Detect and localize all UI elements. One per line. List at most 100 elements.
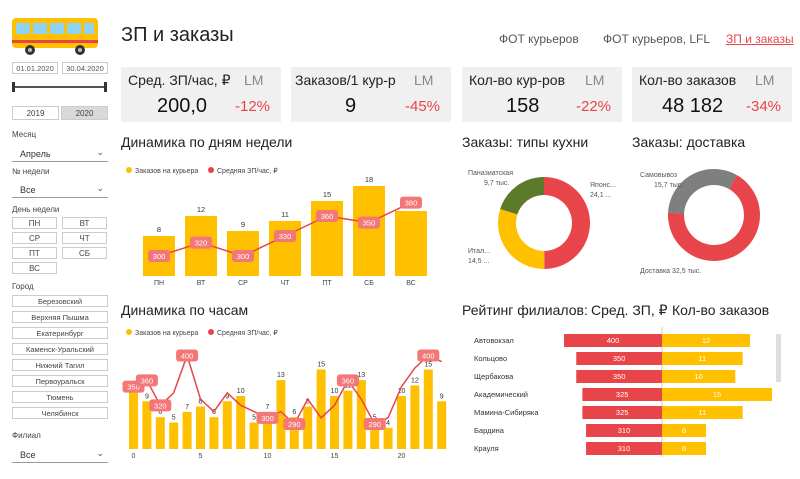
bar bbox=[169, 422, 179, 449]
kpi-change: -45% bbox=[405, 98, 441, 115]
slice-value: 15,7 тыс. bbox=[654, 182, 683, 189]
slice-label: Паназиатская bbox=[468, 170, 513, 177]
week-dropdown[interactable]: Все ⌄ bbox=[12, 181, 108, 198]
bar-value-label: 10 bbox=[237, 388, 245, 395]
date-to-field[interactable]: 30.04.2020 bbox=[62, 62, 108, 74]
year-2020-button[interactable]: 2020 bbox=[61, 106, 108, 120]
weekday-chart: Заказов на курьера Средняя ЗП/час, ₽ 8 ПН 12… bbox=[126, 167, 427, 287]
salary-bar bbox=[582, 388, 662, 401]
x-tick-label: ВТ bbox=[197, 280, 206, 287]
weekday-sun-button[interactable]: ВС bbox=[12, 262, 57, 274]
kpi-change: -12% bbox=[235, 98, 271, 115]
city-button[interactable]: Челябинск bbox=[12, 407, 108, 419]
bar-value-label: 9 bbox=[440, 393, 444, 400]
kpi-lm: LM bbox=[244, 72, 264, 88]
chevron-down-icon: ⌄ bbox=[96, 448, 104, 458]
orders-bar bbox=[662, 406, 743, 419]
bar bbox=[353, 186, 385, 276]
line-point-label: 320 bbox=[154, 401, 167, 410]
city-button[interactable]: Первоуральск bbox=[12, 375, 108, 387]
date-slider-track[interactable] bbox=[14, 86, 106, 88]
nav-salary-orders[interactable]: ЗП и заказы bbox=[726, 32, 794, 46]
date-from-field[interactable]: 01.01.2020 bbox=[12, 62, 58, 74]
kpi-card-couriers-count: Кол-во кур-ров LM 158 -22% bbox=[462, 67, 622, 122]
city-button[interactable]: Тюмень bbox=[12, 391, 108, 403]
bar bbox=[383, 427, 393, 449]
weekday-tue-button[interactable]: ВТ bbox=[62, 217, 107, 229]
line-point-badge bbox=[256, 411, 279, 424]
cuisine-chart-title: Заказы: типы кухни bbox=[462, 134, 589, 150]
delivery-chart-title: Заказы: доставка bbox=[632, 134, 746, 150]
weekday-wed-button[interactable]: СР bbox=[12, 232, 57, 244]
legend-label-salary: Средняя ЗП/час, ₽ bbox=[217, 167, 278, 175]
kpi-label: Заказов/1 кур-р bbox=[295, 72, 396, 88]
bar bbox=[303, 406, 313, 449]
bar-value-label: 10 bbox=[398, 388, 406, 395]
line-point-badge bbox=[274, 230, 296, 242]
nav-fot-couriers[interactable]: ФОТ курьеров bbox=[499, 32, 579, 46]
date-slider-handle-right[interactable] bbox=[104, 82, 107, 92]
bar-value-label: 7 bbox=[266, 404, 270, 411]
weekday-thu-button[interactable]: ЧТ bbox=[62, 232, 107, 244]
salary-bar-label: 400 bbox=[607, 336, 620, 345]
bar bbox=[209, 417, 219, 449]
orders-bar bbox=[662, 424, 706, 437]
date-slider-handle-left[interactable] bbox=[12, 82, 15, 92]
city-button[interactable]: Нижний Тагил bbox=[12, 359, 108, 371]
line-point-badge bbox=[417, 349, 440, 362]
x-tick-label: 10 bbox=[264, 453, 272, 460]
bar bbox=[289, 417, 299, 449]
line-point-badge bbox=[232, 250, 254, 262]
line-point-label: 300 bbox=[153, 252, 166, 261]
branch-dropdown[interactable]: Все ⌄ bbox=[12, 446, 108, 463]
bar bbox=[236, 396, 246, 449]
city-button[interactable]: Екатеринбург bbox=[12, 327, 108, 339]
legend-marker-salary bbox=[208, 329, 214, 335]
bar bbox=[129, 390, 138, 449]
scrollbar[interactable] bbox=[776, 334, 781, 382]
salary-bar-label: 350 bbox=[613, 354, 626, 363]
kpi-label: Кол-во заказов bbox=[639, 72, 737, 88]
orders-bar bbox=[662, 370, 736, 383]
branch-rating-title: Рейтинг филиалов: bbox=[462, 302, 588, 318]
bar bbox=[397, 396, 406, 449]
city-button[interactable]: Каменск-Уральский bbox=[12, 343, 108, 355]
orders-bar-label: 11 bbox=[698, 354, 706, 363]
orders-bar-label: 11 bbox=[698, 408, 706, 417]
month-dropdown[interactable]: Апрель ⌄ bbox=[12, 145, 108, 162]
x-tick-label: ВС bbox=[406, 280, 416, 287]
weekday-fri-button[interactable]: ПТ bbox=[12, 247, 57, 259]
kpi-card-orders-per-courier: Заказов/1 кур-р LM 9 -45% bbox=[291, 67, 451, 122]
slice-label: Доставка 32,5 тыс. bbox=[640, 268, 701, 275]
branch-name: Кольцово bbox=[474, 354, 507, 363]
city-button[interactable]: Верхняя Пышма bbox=[12, 311, 108, 323]
bar bbox=[343, 390, 353, 449]
weekday-sat-button[interactable]: СБ bbox=[62, 247, 107, 259]
line-point-badge bbox=[316, 210, 338, 222]
bar-value-label: 15 bbox=[317, 362, 325, 369]
line-point-label: 360 bbox=[141, 376, 154, 385]
bar bbox=[182, 411, 192, 449]
bar bbox=[423, 369, 433, 449]
legend-marker-orders bbox=[126, 329, 132, 335]
orders-bar bbox=[662, 388, 772, 401]
week-label: № недели bbox=[12, 167, 50, 176]
bar-value-label: 13 bbox=[357, 372, 365, 379]
bar bbox=[196, 406, 205, 449]
line-point-label: 360 bbox=[342, 376, 355, 385]
bus-logo-icon bbox=[12, 18, 98, 55]
city-button[interactable]: Березовский bbox=[12, 295, 108, 307]
month-value: Апрель bbox=[20, 149, 51, 159]
bar-value-label: 8 bbox=[306, 399, 310, 406]
year-2019-button[interactable]: 2019 bbox=[12, 106, 59, 120]
bar bbox=[356, 380, 366, 449]
bar-value-label: 6 bbox=[158, 409, 162, 416]
salary-bar bbox=[576, 352, 662, 365]
weekday-mon-button[interactable]: ПН bbox=[12, 217, 57, 229]
bar bbox=[370, 422, 380, 449]
salary-bar bbox=[564, 334, 662, 347]
slice-value: 14,5 ... bbox=[468, 258, 489, 265]
bar bbox=[222, 401, 232, 449]
nav-fot-couriers-lfl[interactable]: ФОТ курьеров, LFL bbox=[603, 32, 711, 46]
